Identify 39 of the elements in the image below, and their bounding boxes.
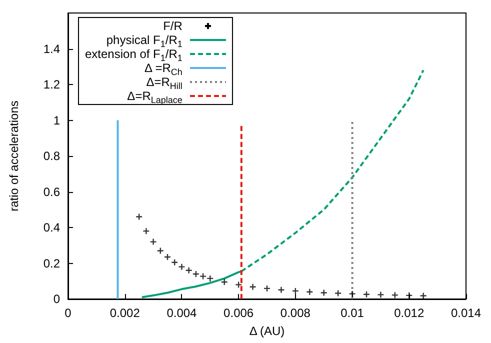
x-tick-label: 0.014	[450, 306, 482, 320]
y-tick-label: 0.2	[43, 256, 60, 270]
x-tick-label: 0	[64, 306, 72, 320]
x-axis-title: Δ (AU)	[249, 324, 285, 338]
y-tick-label: 0.6	[43, 184, 60, 199]
point	[143, 228, 150, 234]
point	[420, 292, 426, 299]
point	[136, 214, 142, 220]
point	[335, 290, 342, 296]
point	[186, 267, 192, 274]
point	[320, 290, 327, 296]
y-tick-label: 1.4	[43, 42, 60, 56]
y-tick-label: 1	[53, 113, 60, 128]
x-tick-label: 0.002	[110, 306, 140, 320]
y-tick-label: 1.2	[43, 78, 60, 92]
legend-label: Δ =R$_{Ch}$	[144, 61, 182, 77]
x-tick-label: 0.01	[340, 306, 364, 320]
point	[378, 292, 384, 298]
legend-label: F/R	[163, 19, 182, 33]
point	[349, 290, 356, 297]
x-tick-label: 0.004	[166, 306, 198, 320]
legend-label: extension of F$_{1}$/R$_{1}$	[85, 47, 182, 63]
point	[250, 284, 256, 290]
legend-label: Δ=R$_{Laplace}$	[127, 89, 182, 105]
y-tick-label: 0.4	[43, 220, 60, 234]
x-tick-label: 0.012	[394, 306, 424, 320]
point	[150, 238, 156, 245]
point	[157, 248, 164, 254]
y-tick-label: 0.8	[43, 149, 60, 163]
point	[200, 273, 206, 280]
legend-label: physical F$_{1}$/R$_{1}$	[106, 33, 182, 49]
y-axis-title: ratio of accelerations	[7, 100, 21, 212]
point	[236, 282, 242, 288]
y-tick-label: 0	[53, 292, 60, 306]
x-tick-label: 0.008	[280, 306, 311, 320]
legend-label: Δ=R$_{Hill}$	[146, 75, 182, 91]
x-tick-label: 0.006	[224, 306, 254, 320]
point	[178, 264, 185, 270]
point	[278, 286, 284, 293]
